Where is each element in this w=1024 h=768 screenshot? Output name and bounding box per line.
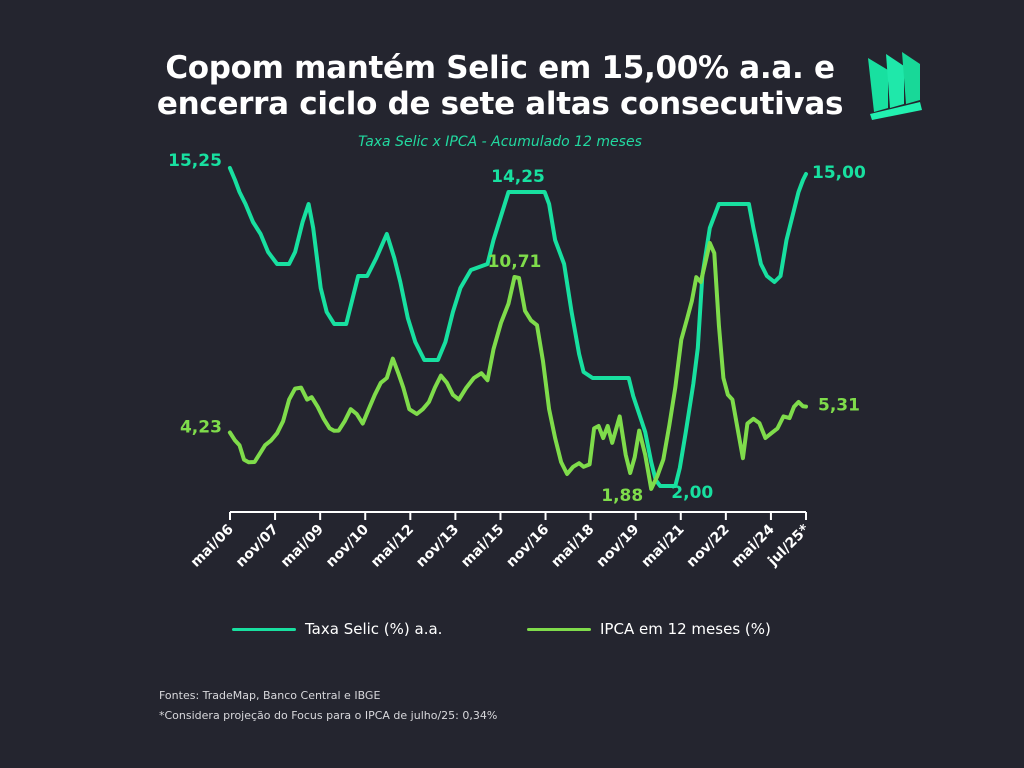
footer-note: *Considera projeção do Focus para o IPCA… bbox=[159, 709, 498, 722]
series-line-ipca bbox=[227, 240, 808, 491]
legend-label-selic: Taxa Selic (%) a.a. bbox=[305, 620, 443, 638]
data-label: 1,88 bbox=[601, 486, 643, 506]
title-line-1: Copom mantém Selic em 15,00% a.a. e bbox=[165, 50, 835, 86]
legend-label-ipca: IPCA em 12 meses (%) bbox=[600, 620, 771, 638]
legend-swatch-ipca bbox=[527, 627, 591, 631]
legend-item-selic: Taxa Selic (%) a.a. bbox=[232, 620, 442, 638]
x-tick-label: nov/07 bbox=[233, 522, 282, 571]
trademap-logo-icon bbox=[868, 52, 922, 120]
data-label: 10,71 bbox=[488, 252, 542, 272]
data-label: 5,31 bbox=[818, 396, 860, 416]
x-tick-label: nov/13 bbox=[413, 522, 462, 571]
x-tick-label: nov/22 bbox=[684, 522, 733, 571]
page-title: Copom mantém Selic em 15,00% a.a. e ence… bbox=[0, 50, 1000, 122]
legend-swatch-selic bbox=[232, 627, 296, 631]
x-tick-label: mai/12 bbox=[368, 522, 417, 571]
data-label: 2,00 bbox=[671, 483, 713, 503]
x-tick-label: mai/06 bbox=[188, 522, 237, 571]
data-label: 14,25 bbox=[491, 167, 545, 187]
footer-sources: Fontes: TradeMap, Banco Central e IBGE bbox=[159, 689, 381, 702]
data-label: 15,00 bbox=[812, 163, 866, 183]
data-label: 4,23 bbox=[180, 417, 222, 437]
x-tick-label: nov/10 bbox=[323, 521, 372, 570]
x-tick-label: mai/18 bbox=[548, 522, 597, 571]
data-label: 15,25 bbox=[168, 151, 222, 171]
legend-item-ipca: IPCA em 12 meses (%) bbox=[527, 620, 771, 638]
x-tick-label: mai/15 bbox=[458, 522, 507, 571]
x-tick-label: nov/16 bbox=[503, 522, 552, 571]
title-line-2: encerra ciclo de sete altas consecutivas bbox=[156, 86, 844, 122]
x-tick-label: mai/09 bbox=[278, 522, 327, 571]
x-tick-label: mai/21 bbox=[639, 522, 688, 571]
x-tick-label: nov/19 bbox=[594, 522, 643, 571]
chart-subtitle: Taxa Selic x IPCA - Acumulado 12 meses bbox=[358, 134, 642, 150]
series-line-selic bbox=[227, 166, 808, 488]
